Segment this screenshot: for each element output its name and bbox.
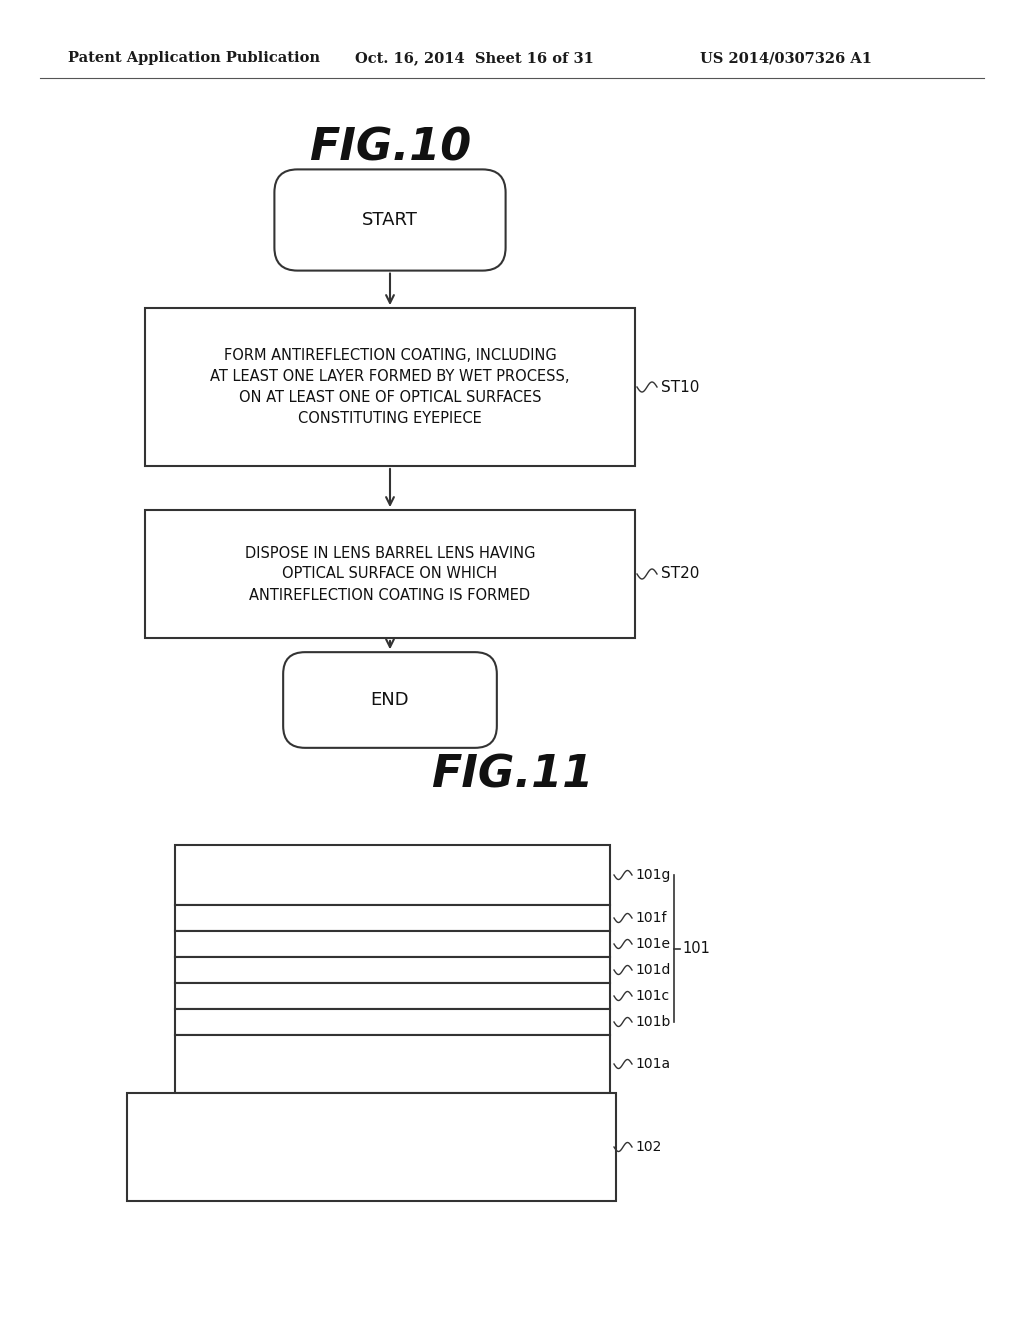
Text: 101f: 101f bbox=[635, 911, 667, 925]
Bar bbox=[127, 1093, 616, 1201]
Text: 101d: 101d bbox=[635, 964, 671, 977]
Text: 101e: 101e bbox=[635, 937, 670, 950]
Bar bbox=[175, 931, 610, 957]
Text: FORM ANTIREFLECTION COATING, INCLUDING
AT LEAST ONE LAYER FORMED BY WET PROCESS,: FORM ANTIREFLECTION COATING, INCLUDING A… bbox=[210, 348, 569, 426]
Bar bbox=[175, 983, 610, 1008]
Text: 101c: 101c bbox=[635, 989, 669, 1003]
Text: 101b: 101b bbox=[635, 1015, 671, 1030]
Bar bbox=[175, 845, 610, 906]
Text: US 2014/0307326 A1: US 2014/0307326 A1 bbox=[700, 51, 872, 65]
Text: FIG.10: FIG.10 bbox=[309, 127, 471, 169]
Text: END: END bbox=[371, 690, 410, 709]
Text: FIG.11: FIG.11 bbox=[431, 754, 593, 796]
FancyBboxPatch shape bbox=[274, 169, 506, 271]
Text: START: START bbox=[362, 211, 418, 228]
Text: 101a: 101a bbox=[635, 1057, 670, 1071]
Text: ST10: ST10 bbox=[662, 380, 699, 395]
Text: ST20: ST20 bbox=[662, 566, 699, 582]
Text: 101: 101 bbox=[682, 941, 710, 956]
Text: 102: 102 bbox=[635, 1140, 662, 1154]
FancyBboxPatch shape bbox=[284, 652, 497, 748]
Bar bbox=[175, 1035, 610, 1093]
Bar bbox=[145, 510, 635, 638]
Text: Oct. 16, 2014  Sheet 16 of 31: Oct. 16, 2014 Sheet 16 of 31 bbox=[355, 51, 594, 65]
Bar bbox=[175, 957, 610, 983]
Text: DISPOSE IN LENS BARREL LENS HAVING
OPTICAL SURFACE ON WHICH
ANTIREFLECTION COATI: DISPOSE IN LENS BARREL LENS HAVING OPTIC… bbox=[245, 545, 536, 602]
Bar bbox=[175, 1008, 610, 1035]
Bar bbox=[175, 906, 610, 931]
Text: Patent Application Publication: Patent Application Publication bbox=[68, 51, 319, 65]
Bar bbox=[145, 308, 635, 466]
Text: 101g: 101g bbox=[635, 869, 671, 882]
